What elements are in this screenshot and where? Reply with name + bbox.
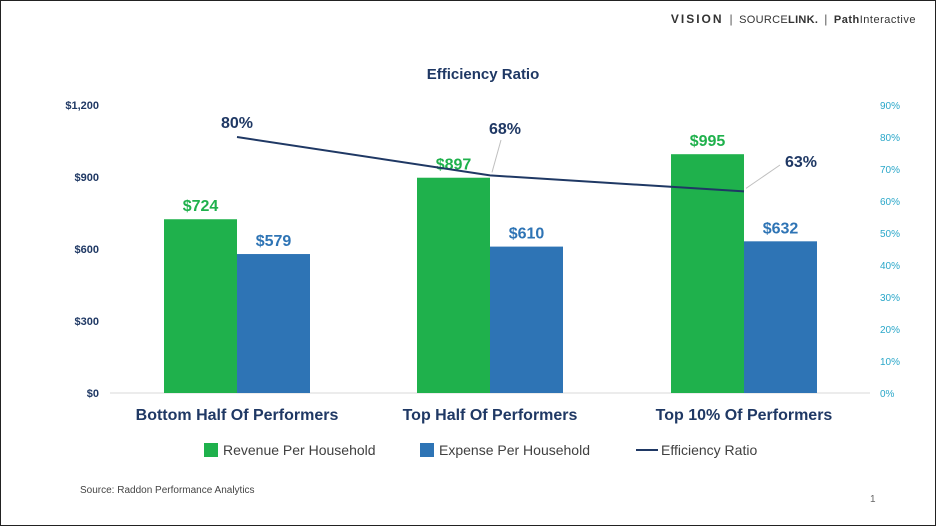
path-interactive-logo: PathInteractive [834,14,916,26]
expense-bar [490,246,563,393]
category-label: Top 10% Of Performers [656,407,833,424]
expense-data-label: $632 [763,220,799,237]
sourcelink-logo: SOURCELINK. [739,14,818,26]
revenue-data-label: $724 [183,198,219,215]
revenue-bar [417,177,490,393]
path-logo-a: Path [833,14,860,26]
expense-bar [237,254,310,393]
expense-bar [744,241,817,393]
y2-axis-tick-label: 60% [880,197,900,208]
y2-axis-tick-label: 20% [880,325,900,336]
brand-separator-2: | [824,12,828,26]
y-axis-tick-label: $900 [75,172,99,184]
category-label: Bottom Half Of Performers [136,407,339,424]
source-note: Source: Raddon Performance Analytics [80,485,255,496]
legend-label-revenue: Revenue Per Household [223,442,376,458]
brand-separator: | [729,12,734,26]
y2-axis-tick-label: 0% [880,389,895,400]
revenue-bar [671,154,744,393]
vision-logo: VISION [670,12,724,26]
ratio-leader-line [745,164,781,189]
y2-axis-tick-label: 50% [880,229,900,240]
y2-axis-tick-label: 30% [880,293,900,304]
y-axis-tick-label: $300 [75,316,99,328]
ratio-data-label: 80% [221,115,253,132]
y-axis-tick-label: $600 [75,244,99,256]
y2-axis-tick-label: 40% [880,261,900,272]
sourcelink-logo-a: SOURCE [739,14,789,26]
legend-swatch-expense [420,443,434,457]
ratio-data-label: 63% [785,154,817,171]
category-label: Top Half Of Performers [403,407,578,424]
revenue-bar [164,219,237,393]
page-number: 1 [870,494,876,505]
legend-label-ratio: Efficiency Ratio [661,442,757,458]
y-axis-tick-label: $1,200 [65,100,99,112]
y2-axis-tick-label: 80% [880,133,900,144]
y2-axis-tick-label: 90% [880,101,900,112]
chart-title: Efficiency Ratio [427,66,540,83]
y2-axis-tick-label: 10% [880,357,900,368]
path-logo-b: Interactive [859,14,916,26]
y2-axis-tick-label: 70% [880,165,900,176]
y-axis-tick-label: $0 [87,388,99,400]
legend-swatch-revenue [204,443,218,457]
ratio-leader-line [491,139,502,173]
efficiency-ratio-line [236,136,745,193]
brand-logos: VISION | SOURCELINK. | PathInteractive [671,12,916,26]
expense-data-label: $579 [256,233,292,250]
ratio-data-label: 68% [489,121,521,138]
sourcelink-logo-b: LINK. [788,14,819,26]
legend-label-expense: Expense Per Household [439,442,590,458]
revenue-data-label: $995 [690,133,726,150]
expense-data-label: $610 [509,226,545,243]
